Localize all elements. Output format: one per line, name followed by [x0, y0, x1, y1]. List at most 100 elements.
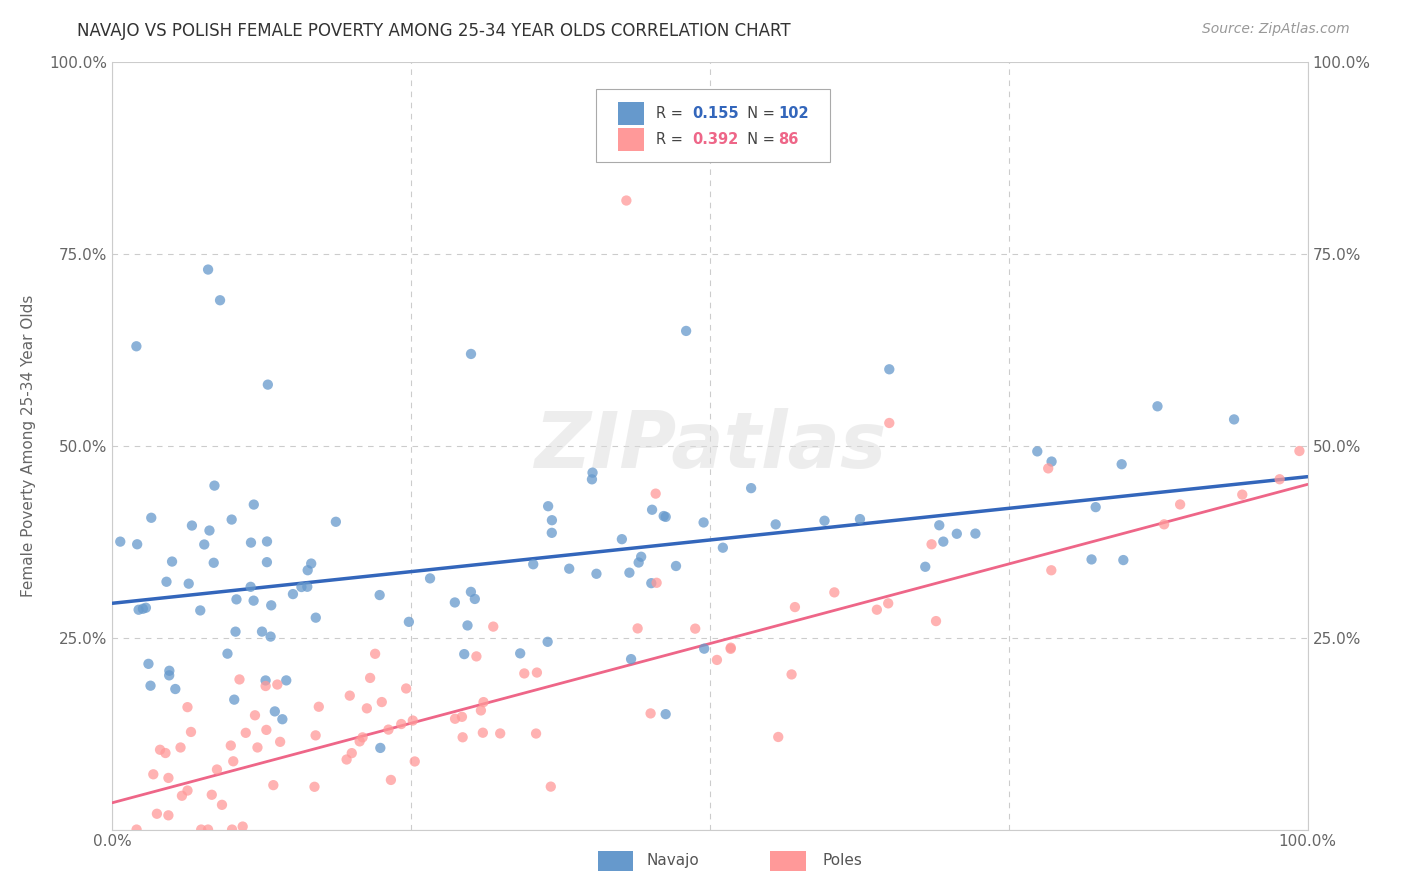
- Point: [720, 640, 742, 655]
- Point: [262, 778, 284, 792]
- Point: [402, 714, 425, 728]
- Point: [297, 580, 319, 594]
- Point: [157, 771, 180, 785]
- Point: [626, 622, 648, 636]
- Point: [132, 601, 155, 615]
- Point: [128, 603, 150, 617]
- Point: [398, 615, 420, 629]
- Point: [176, 700, 198, 714]
- Point: [640, 706, 662, 721]
- Point: [257, 377, 280, 392]
- Point: [389, 717, 412, 731]
- Point: [138, 657, 160, 671]
- Point: [1232, 488, 1254, 502]
- Point: [180, 725, 202, 739]
- Point: [209, 293, 232, 308]
- Point: [304, 728, 326, 742]
- Point: [780, 667, 803, 681]
- Point: [541, 513, 564, 527]
- Point: [849, 512, 872, 526]
- Point: [451, 731, 474, 745]
- Point: [240, 535, 263, 549]
- Point: [254, 679, 277, 693]
- Point: [142, 767, 165, 781]
- Point: [641, 502, 664, 516]
- Point: [965, 526, 987, 541]
- Point: [271, 712, 294, 726]
- Point: [768, 730, 790, 744]
- Point: [239, 580, 262, 594]
- Point: [1223, 412, 1246, 426]
- Point: [395, 681, 418, 696]
- Point: [139, 679, 162, 693]
- Point: [471, 725, 494, 739]
- Point: [537, 635, 560, 649]
- Point: [371, 695, 394, 709]
- Point: [266, 677, 288, 691]
- Point: [1288, 444, 1310, 458]
- Point: [368, 588, 391, 602]
- Text: Source: ZipAtlas.com: Source: ZipAtlas.com: [1202, 22, 1350, 37]
- Point: [204, 478, 226, 492]
- Text: Poles: Poles: [823, 854, 862, 868]
- Point: [377, 723, 399, 737]
- Point: [866, 603, 889, 617]
- Point: [460, 347, 482, 361]
- Point: [325, 515, 347, 529]
- Point: [540, 525, 562, 540]
- Text: N =: N =: [738, 106, 779, 121]
- Point: [444, 712, 467, 726]
- Point: [254, 723, 277, 737]
- Point: [619, 566, 641, 580]
- Point: [269, 735, 291, 749]
- Point: [522, 558, 544, 572]
- Point: [692, 516, 714, 530]
- FancyBboxPatch shape: [619, 128, 644, 152]
- Point: [879, 362, 901, 376]
- Point: [1112, 553, 1135, 567]
- Point: [616, 194, 638, 208]
- Point: [581, 472, 603, 486]
- Point: [877, 596, 900, 610]
- Point: [352, 731, 374, 745]
- Point: [370, 740, 392, 755]
- Point: [1268, 472, 1291, 486]
- Point: [610, 532, 633, 546]
- Point: [654, 509, 676, 524]
- Point: [224, 692, 246, 706]
- Point: [464, 591, 486, 606]
- Text: ZIPatlas: ZIPatlas: [534, 408, 886, 484]
- Point: [135, 600, 157, 615]
- Y-axis label: Female Poverty Among 25-34 Year Olds: Female Poverty Among 25-34 Year Olds: [21, 295, 35, 597]
- Text: Navajo: Navajo: [647, 854, 700, 868]
- Point: [246, 740, 269, 755]
- Point: [706, 653, 728, 667]
- Point: [157, 668, 180, 682]
- Text: R =: R =: [657, 106, 688, 121]
- Point: [1080, 552, 1102, 566]
- Point: [157, 808, 180, 822]
- Point: [243, 498, 266, 512]
- Point: [928, 518, 950, 533]
- Point: [946, 526, 969, 541]
- Point: [201, 788, 224, 802]
- Point: [359, 671, 381, 685]
- Point: [489, 726, 512, 740]
- Point: [190, 822, 212, 837]
- Point: [470, 703, 492, 717]
- Point: [524, 726, 547, 740]
- Point: [222, 754, 245, 768]
- Point: [170, 789, 193, 803]
- Point: [125, 339, 148, 353]
- Point: [256, 534, 278, 549]
- Point: [509, 646, 531, 660]
- Point: [149, 743, 172, 757]
- Point: [177, 576, 200, 591]
- Point: [219, 739, 242, 753]
- Point: [419, 571, 441, 585]
- Point: [242, 593, 264, 607]
- Point: [160, 555, 183, 569]
- Point: [260, 599, 283, 613]
- Point: [299, 557, 322, 571]
- Point: [259, 630, 281, 644]
